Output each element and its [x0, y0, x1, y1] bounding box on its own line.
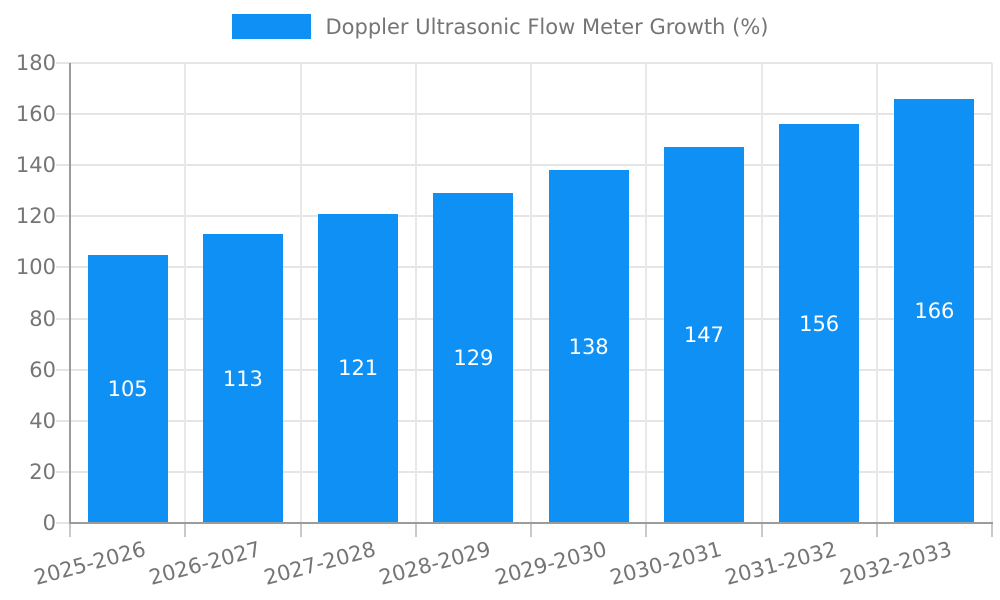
- bar: [318, 213, 399, 523]
- bar: [87, 254, 168, 523]
- x-axis-tick: [69, 523, 71, 537]
- h-gridline: [56, 62, 992, 64]
- x-axis-tick: [414, 523, 417, 537]
- v-gridline: [645, 63, 648, 523]
- v-gridline: [184, 63, 187, 523]
- x-axis-tick: [184, 523, 187, 537]
- bar: [663, 147, 744, 523]
- v-gridline: [760, 63, 763, 523]
- legend: Doppler Ultrasonic Flow Meter Growth (%): [0, 14, 1000, 39]
- h-gridline: [56, 470, 992, 473]
- bar-value-label: 166: [914, 298, 955, 323]
- legend-swatch: [231, 14, 311, 39]
- x-axis-line: [69, 522, 993, 524]
- x-axis-tick: [875, 523, 878, 537]
- bar: [894, 98, 975, 523]
- y-axis-tick-label: 120: [15, 204, 56, 229]
- v-gridline: [991, 63, 993, 523]
- bar-value-label: 138: [568, 334, 609, 359]
- y-axis-tick-label: 160: [15, 102, 56, 127]
- h-gridline: [56, 266, 992, 269]
- h-gridline: [56, 317, 992, 320]
- h-gridline: [56, 215, 992, 218]
- v-gridline: [414, 63, 417, 523]
- bar-value-label: 156: [799, 311, 840, 336]
- x-axis-tick: [760, 523, 763, 537]
- h-gridline: [56, 164, 992, 167]
- bar: [548, 170, 629, 523]
- x-axis-tick: [299, 523, 302, 537]
- y-axis-tick-label: 20: [29, 459, 56, 484]
- x-axis-tick: [645, 523, 648, 537]
- bar-value-label: 105: [107, 376, 148, 401]
- y-axis-tick-label: 140: [15, 153, 56, 178]
- v-gridline: [875, 63, 878, 523]
- bar: [779, 124, 860, 523]
- y-axis-tick-label: 40: [29, 408, 56, 433]
- y-axis-tick-label: 180: [15, 51, 56, 75]
- h-gridline: [56, 113, 992, 116]
- bar-value-label: 129: [453, 346, 494, 371]
- y-axis-tick-label: 60: [29, 357, 56, 382]
- y-axis-line: [69, 63, 71, 523]
- y-axis-tick-label: 80: [29, 306, 56, 331]
- h-gridline: [56, 419, 992, 422]
- bar-value-label: 147: [683, 323, 724, 348]
- bar: [202, 234, 283, 523]
- h-gridline: [56, 368, 992, 371]
- bar: [433, 193, 514, 523]
- v-gridline: [299, 63, 302, 523]
- x-axis-tick: [991, 523, 993, 537]
- bar-value-label: 121: [338, 356, 379, 381]
- bar-value-label: 113: [222, 366, 263, 391]
- y-axis-tick-label: 100: [15, 255, 56, 280]
- y-axis-tick-label: 0: [42, 511, 56, 535]
- v-gridline: [530, 63, 532, 523]
- legend-label: Doppler Ultrasonic Flow Meter Growth (%): [325, 14, 769, 39]
- x-axis-tick: [530, 523, 532, 537]
